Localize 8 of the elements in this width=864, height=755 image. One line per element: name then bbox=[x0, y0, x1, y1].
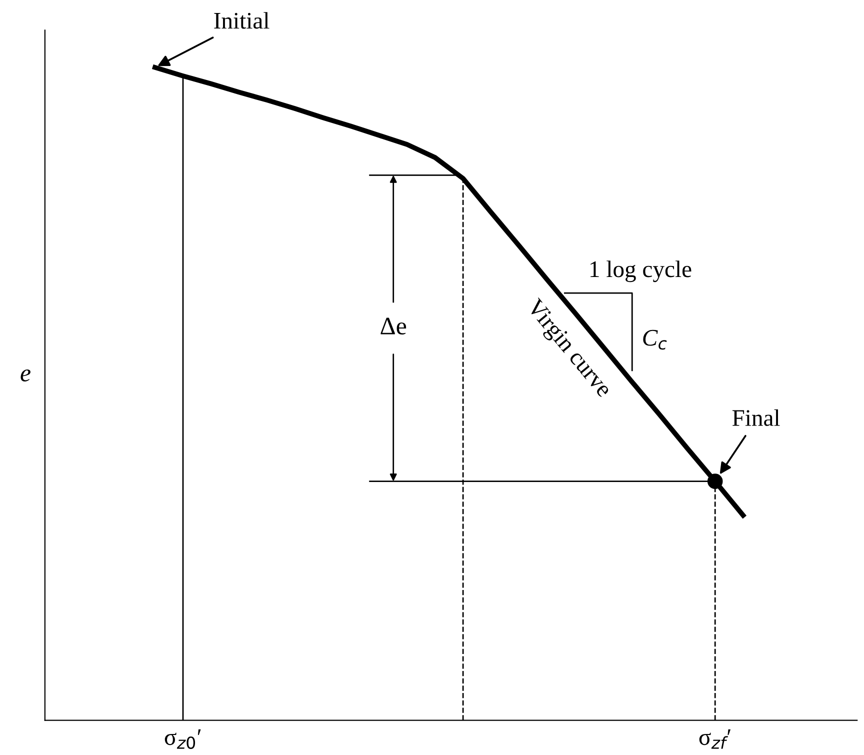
y-axis-title: e bbox=[20, 369, 30, 382]
annotation: C$_{c}$ bbox=[643, 330, 667, 350]
x-tick-label: σ$_{z0}$′ bbox=[164, 729, 201, 749]
annotation: Δe bbox=[380, 318, 406, 334]
text: Initial bbox=[214, 12, 270, 29]
annotation: Final bbox=[732, 409, 780, 426]
x-tick-label: σ$_{zf}$′ bbox=[699, 729, 731, 749]
annotation: 1 log cycle bbox=[590, 260, 692, 282]
